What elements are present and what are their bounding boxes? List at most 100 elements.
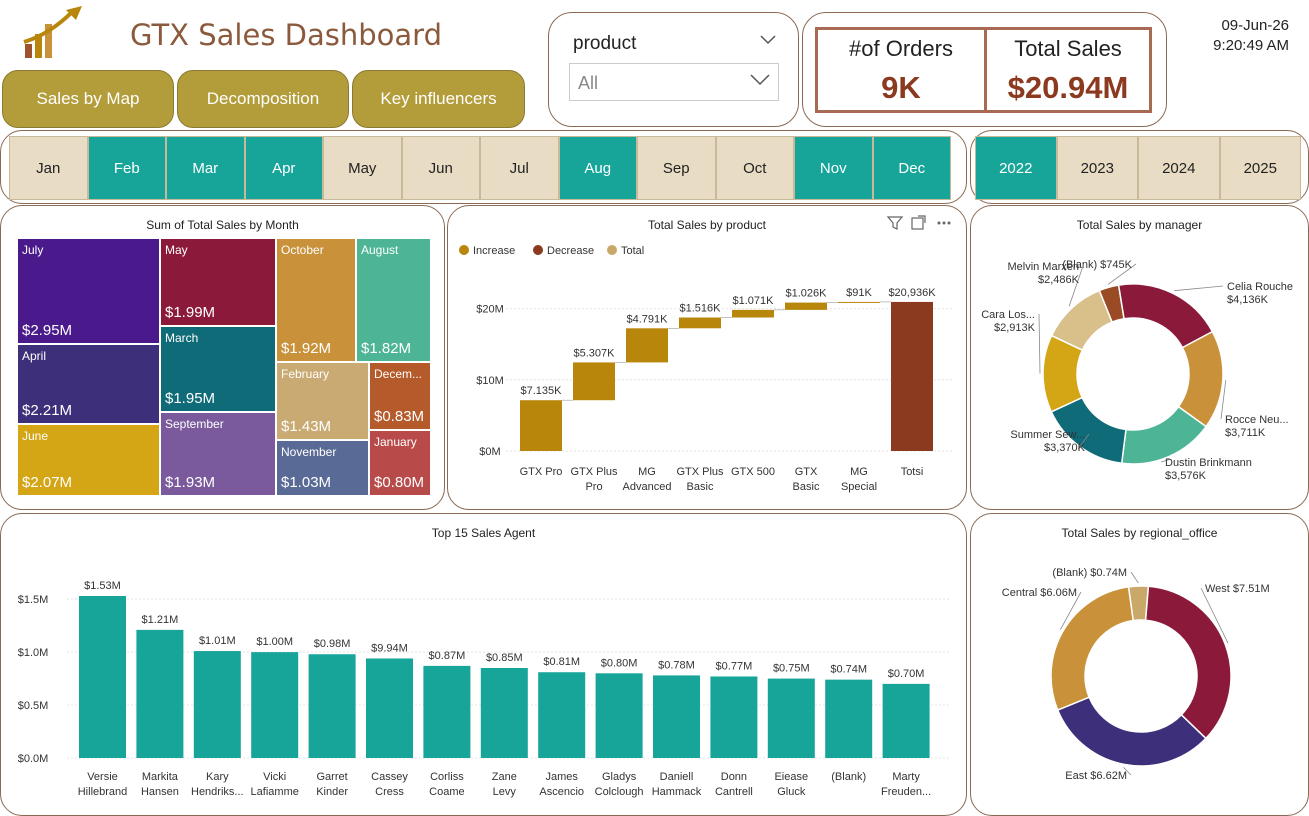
data-label: $4.791K [627, 313, 669, 325]
agent-bar[interactable] [136, 629, 184, 758]
data-label: $0.75M [773, 663, 810, 675]
waterfall-bar[interactable] [732, 309, 774, 318]
treemap-cell-label: September [165, 417, 224, 431]
treemap-cell[interactable]: Decem... $0.83M [369, 362, 431, 430]
y-tick-label: $1.5M [18, 594, 49, 606]
nav-key-influencers-button[interactable]: Key influencers [352, 70, 525, 128]
data-label: $0.74M [830, 664, 867, 676]
y-tick-label: $0M [479, 446, 500, 458]
date-text: 09-Jun-26 [1221, 17, 1289, 34]
month-mar[interactable]: Mar [166, 136, 245, 200]
agents-panel: Top 15 Sales Agent $0.0M $0.5M $1.0M $1.5M $… [0, 513, 967, 816]
treemap-title: Sum of Total Sales by Month [146, 218, 299, 232]
leader-line [1174, 285, 1224, 292]
filter-icon[interactable] [886, 216, 904, 230]
agent-bar[interactable] [193, 651, 241, 758]
month-may[interactable]: May [323, 136, 402, 200]
agent-bar[interactable] [653, 675, 700, 758]
year-2025[interactable]: 2025 [1219, 136, 1301, 200]
agent-bar[interactable] [538, 672, 586, 758]
data-label: $1.026K [786, 288, 828, 300]
donut-slice[interactable] [1050, 586, 1135, 712]
sales-kpi-label: Total Sales [1014, 36, 1122, 61]
treemap-cell[interactable]: August $1.82M [356, 238, 431, 362]
waterfall-chart: Increase Decrease Total $0M $10M $20M $7.135K G… [459, 245, 953, 493]
x-tick-label: Advanced [623, 481, 672, 493]
agent-bar[interactable] [767, 678, 815, 758]
treemap-cell[interactable]: November $1.03M [276, 440, 369, 496]
donut-slice[interactable] [1056, 696, 1207, 767]
chevron-down-icon[interactable] [760, 35, 776, 45]
x-tick-label: Gluck [777, 786, 806, 798]
treemap-cell[interactable]: July $2.95M [17, 238, 160, 344]
regional-panel: Total Sales by regional_office (Blank) $… [970, 513, 1309, 816]
agent-bar[interactable] [308, 654, 356, 758]
month-aug[interactable]: Aug [558, 136, 637, 200]
x-tick-label: Basic [793, 481, 820, 493]
agent-bar[interactable] [423, 665, 471, 758]
month-jan[interactable]: Jan [9, 136, 88, 200]
treemap-cell[interactable]: May $1.99M [160, 238, 276, 326]
nav-decomposition-button[interactable]: Decomposition [177, 70, 349, 128]
focus-mode-icon[interactable] [911, 215, 926, 230]
month-sep[interactable]: Sep [637, 136, 716, 200]
month-nov[interactable]: Nov [794, 136, 873, 200]
treemap-cell[interactable]: October $1.92M [276, 238, 356, 362]
waterfall-bar[interactable] [520, 400, 562, 451]
year-2022[interactable]: 2022 [975, 136, 1057, 200]
agent-bar[interactable] [79, 596, 126, 758]
agents-title: Top 15 Sales Agent [431, 526, 536, 540]
month-oct[interactable]: Oct [715, 136, 794, 200]
nav-sales-by-map-button[interactable]: Sales by Map [2, 70, 174, 128]
donut-slice[interactable] [1050, 289, 1113, 352]
data-label: $9.94M [371, 642, 408, 654]
x-tick-label: Markita [142, 771, 179, 783]
treemap-cell[interactable]: February $1.43M [276, 362, 369, 440]
waterfall-bar[interactable] [573, 362, 615, 401]
donut-slice[interactable] [1144, 585, 1232, 740]
month-jun[interactable]: Jun [401, 136, 480, 200]
data-label: $1.01M [199, 635, 236, 647]
donut-slice[interactable] [1117, 283, 1214, 349]
more-options-icon[interactable] [937, 221, 951, 225]
year-2024[interactable]: 2024 [1138, 136, 1220, 200]
data-label: $0.77M [716, 660, 753, 672]
agent-bar[interactable] [882, 683, 930, 758]
data-label: $1.516K [680, 303, 722, 315]
waterfall-bar[interactable] [838, 301, 880, 303]
legend-label: Increase [473, 245, 515, 257]
product-select[interactable]: All [569, 63, 779, 101]
agent-bar[interactable] [480, 668, 528, 758]
month-dec[interactable]: Dec [872, 136, 951, 200]
donut-value: $3,370K [1044, 442, 1086, 454]
treemap-cell[interactable]: April $2.21M [17, 344, 160, 424]
agent-bar[interactable] [251, 652, 299, 758]
year-2023[interactable]: 2023 [1056, 136, 1138, 200]
data-label: $0.78M [658, 659, 695, 671]
month-apr[interactable]: Apr [244, 136, 323, 200]
waterfall-bar[interactable] [626, 328, 668, 363]
data-label: $7.135K [521, 385, 563, 397]
month-jul[interactable]: Jul [480, 136, 559, 200]
treemap-cell-label: April [22, 349, 47, 363]
agent-bar[interactable] [710, 676, 758, 758]
leader-line [1107, 263, 1137, 285]
manager-donut-chart: (Blank) $745K Celia Rouche$4,136K Rocce Ne… [981, 259, 1293, 482]
treemap-cell-label: October [281, 243, 324, 257]
donut-label: West $7.51M [1205, 583, 1270, 595]
treemap-cell[interactable]: September $1.93M [160, 412, 276, 496]
treemap-cell[interactable]: March $1.95M [160, 326, 276, 412]
x-tick-label: Garret [317, 771, 348, 783]
agent-bar[interactable] [366, 658, 413, 758]
waterfall-bar[interactable] [679, 317, 721, 329]
waterfall-bar[interactable] [891, 301, 933, 451]
donut-value: $2,913K [994, 322, 1036, 334]
treemap-cell[interactable]: June $2.07M [17, 424, 160, 496]
waterfall-bar[interactable] [785, 302, 827, 310]
month-feb[interactable]: Feb [87, 136, 166, 200]
agent-bar[interactable] [825, 679, 873, 758]
sales-kpi-value: $20.94M [1007, 70, 1129, 105]
treemap-cell-value: $2.21M [22, 402, 73, 419]
agent-bar[interactable] [595, 673, 643, 758]
treemap-cell[interactable]: January $0.80M [369, 430, 431, 496]
